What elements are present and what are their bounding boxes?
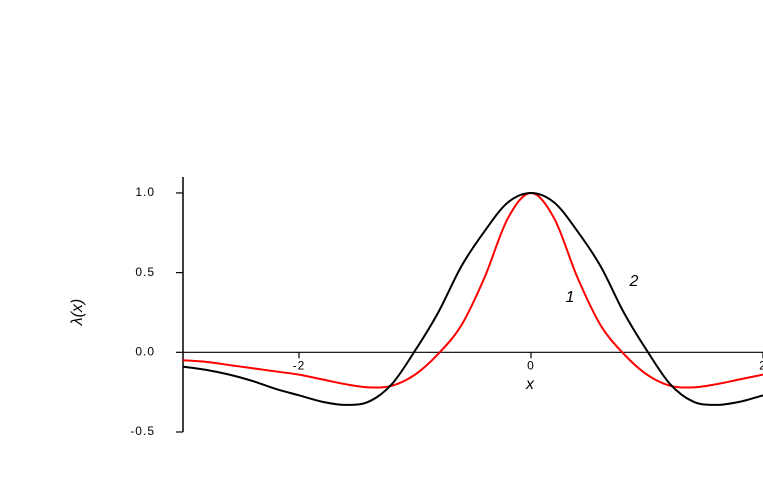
- y-axis-label: λ(x): [69, 299, 86, 327]
- y-tick-label: 1.0: [135, 185, 155, 199]
- series-label: 1: [566, 289, 575, 306]
- x-tick-label: 2: [759, 358, 763, 372]
- line-series: [182, 191, 763, 389]
- x-tick-label: 0: [527, 358, 535, 372]
- line-series: [182, 191, 763, 406]
- y-tick-label: 0.5: [135, 265, 155, 279]
- x-tick-label: -2: [293, 358, 306, 372]
- y-tick-label: -0.5: [130, 424, 155, 438]
- x-axis-label: x: [525, 376, 535, 393]
- y-tick-label: 0.0: [135, 344, 155, 358]
- series-label: 2: [629, 273, 639, 290]
